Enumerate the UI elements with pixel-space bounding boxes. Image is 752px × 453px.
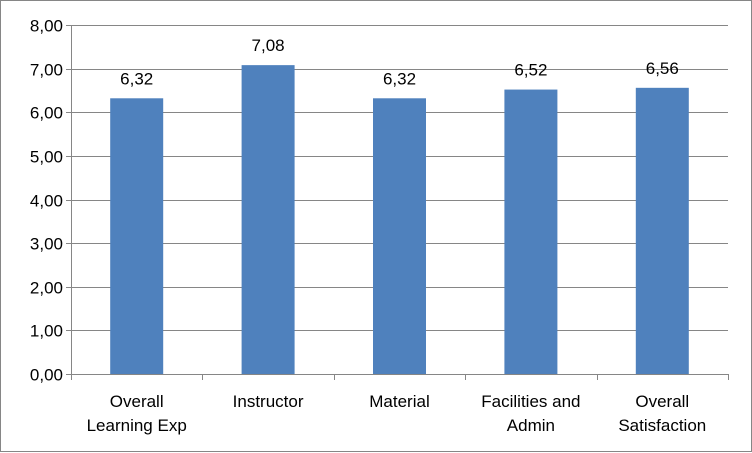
category-label: Material (369, 392, 429, 411)
category-label: Satisfaction (618, 416, 706, 435)
category-label: Overall (110, 392, 164, 411)
axes (66, 25, 729, 380)
bar (504, 89, 558, 374)
bar (373, 98, 426, 374)
category-label: Instructor (233, 392, 304, 411)
y-tick-label: 0,00 (30, 366, 63, 385)
bars (110, 65, 689, 374)
category-label: Facilities and (481, 392, 580, 411)
y-tick-label: 2,00 (30, 279, 63, 298)
y-tick-label: 1,00 (30, 322, 63, 341)
category-label: Learning Exp (87, 416, 187, 435)
data-label: 6,32 (383, 69, 416, 88)
bar (110, 98, 164, 374)
y-tick-label: 7,00 (30, 61, 63, 80)
y-tick-label: 5,00 (30, 148, 63, 167)
bar (635, 87, 689, 374)
data-label: 7,08 (252, 36, 285, 55)
labels: 0,00 1,00 2,00 3,00 4,00 5,00 6,00 7,00 8,00 6,32… (30, 17, 706, 436)
data-label: 6,56 (646, 59, 679, 78)
y-tick-label: 8,00 (30, 17, 63, 36)
y-tick-label: 6,00 (30, 104, 63, 123)
data-label: 6,52 (514, 61, 547, 80)
y-tick-label: 3,00 (30, 235, 63, 254)
y-tick-label: 4,00 (30, 192, 63, 211)
bar (241, 65, 295, 374)
data-label: 6,32 (120, 69, 153, 88)
category-label: Admin (507, 416, 555, 435)
category-label: Overall (635, 392, 689, 411)
